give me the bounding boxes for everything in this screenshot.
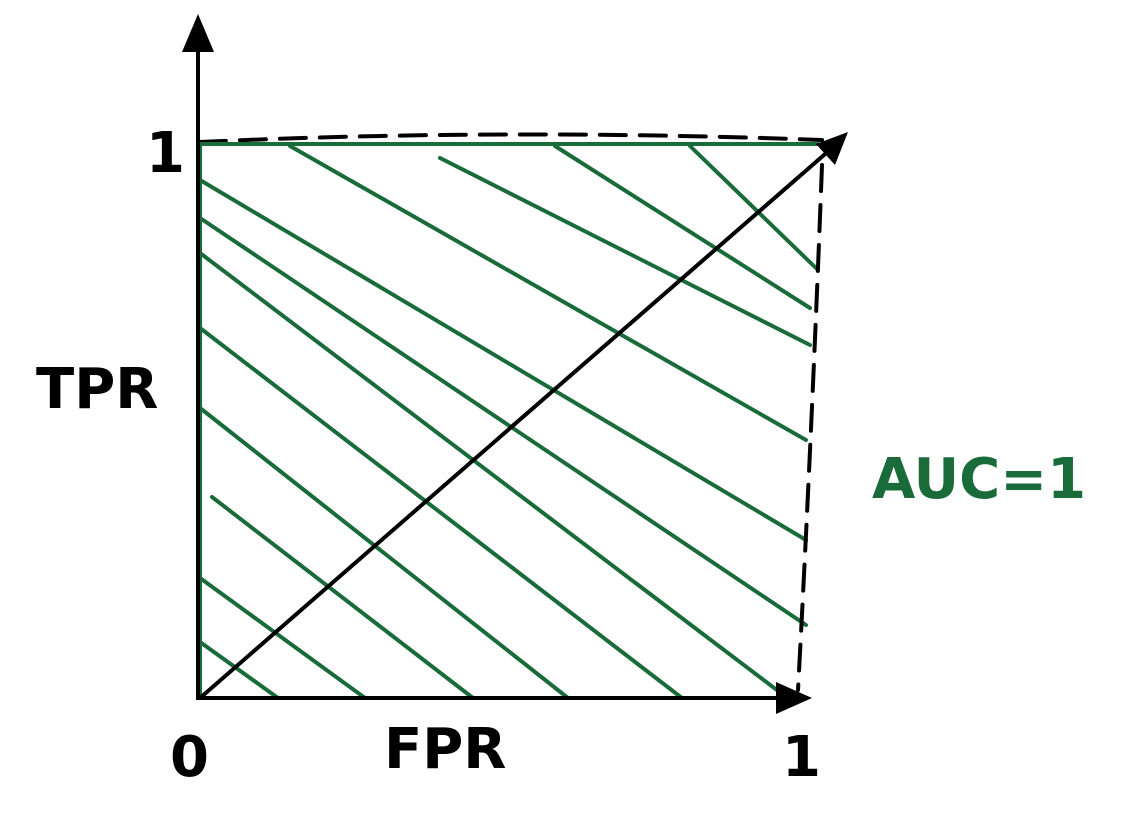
hatch-line — [198, 216, 808, 627]
hatch-line — [198, 178, 808, 542]
y-axis-label: TPR — [36, 357, 158, 422]
hatch-line — [198, 576, 367, 700]
auc-hatching — [198, 144, 820, 702]
x-axis-arrowhead — [776, 682, 812, 714]
auc-annotation: AUC=1 — [872, 447, 1086, 512]
diagonal-line — [198, 146, 834, 700]
dashed-boundary — [198, 132, 824, 692]
diagonal-reference — [198, 132, 848, 700]
diagonal-arrowhead — [816, 132, 848, 165]
hatch-line — [198, 640, 280, 700]
hatch-line — [688, 144, 820, 272]
hatch-line — [198, 406, 570, 700]
hatch-line — [210, 495, 475, 700]
y-axis-arrowhead — [182, 14, 214, 52]
hatch-line — [288, 144, 808, 442]
hatch-line — [198, 326, 684, 700]
x-axis-tick-label: 1 — [782, 725, 821, 790]
origin-label: 0 — [170, 725, 209, 790]
axes — [182, 14, 812, 714]
dashed-right-line — [796, 163, 824, 692]
x-axis-label: FPR — [384, 717, 506, 782]
hatch-line — [438, 156, 812, 347]
hatch-line — [198, 251, 792, 702]
y-axis-tick-label: 1 — [146, 121, 185, 186]
dashed-top-line — [198, 132, 824, 144]
hatch-line — [553, 144, 812, 310]
